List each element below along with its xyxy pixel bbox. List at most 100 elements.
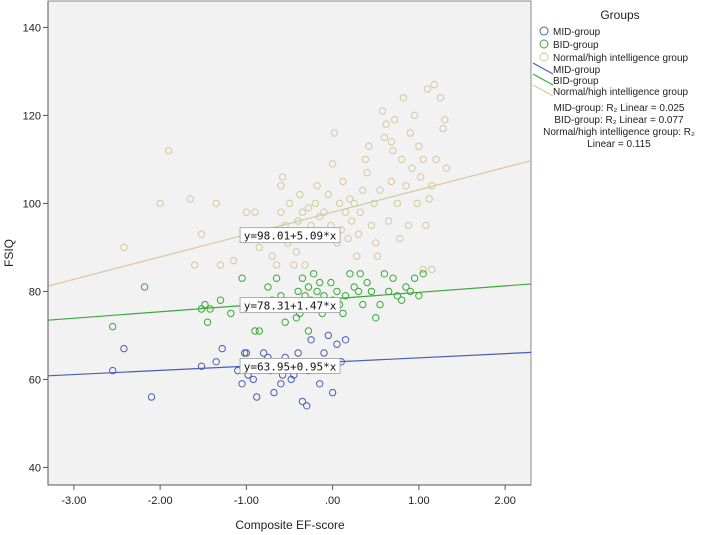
data-point (353, 252, 361, 260)
data-point (227, 309, 235, 318)
data-point (278, 173, 287, 181)
data-point (372, 314, 380, 322)
data-point (298, 208, 307, 216)
y-tick-label: 80 (29, 286, 41, 298)
data-point (372, 239, 380, 247)
data-point (402, 182, 410, 190)
data-point (359, 186, 367, 194)
equation-label: y=63.95+0.95*x (244, 360, 337, 373)
data-point (389, 274, 397, 282)
data-point (333, 340, 341, 348)
data-point (436, 94, 445, 102)
data-point (270, 388, 278, 397)
data-point (384, 217, 393, 225)
legend-marker (539, 52, 549, 62)
data-point (354, 230, 363, 238)
y-axis: 40 60 80 100 120 140 (23, 1, 49, 485)
data-point (363, 168, 371, 177)
data-point (281, 318, 289, 326)
data-point (307, 336, 315, 344)
data-point (315, 212, 324, 221)
data-point (212, 358, 220, 366)
equation-label-box (239, 297, 341, 314)
data-point (311, 199, 320, 208)
data-point (341, 336, 350, 344)
data-point (410, 111, 419, 120)
data-point (156, 199, 164, 208)
legend-line-sample (532, 73, 554, 86)
data-point (108, 322, 117, 331)
data-point (147, 393, 156, 401)
data-point (422, 221, 430, 230)
data-point (432, 155, 440, 164)
data-point (387, 177, 395, 186)
data-point (406, 129, 414, 137)
data-point (354, 287, 363, 296)
legend-marker (539, 39, 549, 49)
legend-r2-line: BID-group: R₂ Linear = 0.077 (554, 115, 684, 126)
data-point (304, 283, 313, 291)
data-point (393, 199, 402, 208)
data-point (255, 327, 264, 335)
data-point (229, 256, 238, 265)
y-tick-label: 120 (23, 110, 41, 122)
y-tick-label: 40 (29, 462, 41, 474)
data-point (396, 234, 404, 243)
data-point (253, 393, 261, 401)
data-point (363, 278, 371, 287)
data-point (391, 116, 399, 124)
data-point (328, 160, 337, 168)
data-point (399, 94, 408, 102)
data-point (186, 195, 195, 203)
data-point (397, 155, 406, 164)
data-point (416, 173, 425, 181)
data-point (376, 300, 384, 309)
data-point (212, 199, 220, 208)
legend-line-sample (532, 62, 554, 75)
data-point (315, 380, 324, 388)
data-point (165, 146, 173, 155)
data-point (216, 296, 225, 304)
equation-labels: y=63.95+0.95*x y=78.31+1.47*x y=98.01+5.09… (239, 227, 341, 374)
data-point (408, 164, 416, 172)
data-point (397, 296, 406, 304)
legend-line-label: Normal/high intelligence group (553, 87, 689, 98)
data-point (298, 397, 307, 406)
data-point (238, 380, 246, 388)
data-point (356, 208, 364, 216)
data-point (327, 278, 335, 287)
x-axis: -3.00 -2.00 -1.00 .00 1.00 2.00 (48, 484, 531, 507)
data-point (277, 208, 285, 216)
data-point (402, 283, 410, 291)
data-point (439, 124, 447, 133)
data-point (339, 177, 347, 186)
data-point (301, 261, 309, 269)
data-point (313, 182, 321, 190)
data-point (255, 243, 264, 252)
data-point (108, 366, 117, 375)
data-point (406, 287, 414, 296)
data-point (370, 199, 378, 208)
equation-label: y=98.01+5.09*x (244, 230, 337, 243)
data-point (285, 199, 294, 208)
data-point (382, 120, 390, 128)
data-point (272, 274, 281, 282)
data-point (294, 349, 302, 357)
data-point (242, 208, 251, 216)
legend-line-label: MID-group (553, 65, 601, 76)
data-point (419, 265, 427, 274)
legend-r2-line: MID-group: R₂ Linear = 0.025 (554, 103, 685, 114)
x-axis-title: Composite EF-score (235, 518, 345, 532)
data-point (356, 270, 364, 278)
data-point (378, 107, 387, 115)
data-point (324, 190, 333, 199)
data-point (428, 182, 436, 190)
data-point (441, 116, 449, 124)
data-point (339, 309, 347, 318)
data-point (384, 287, 393, 296)
data-point (419, 155, 427, 164)
data-point (320, 349, 328, 357)
data-point (328, 388, 337, 397)
